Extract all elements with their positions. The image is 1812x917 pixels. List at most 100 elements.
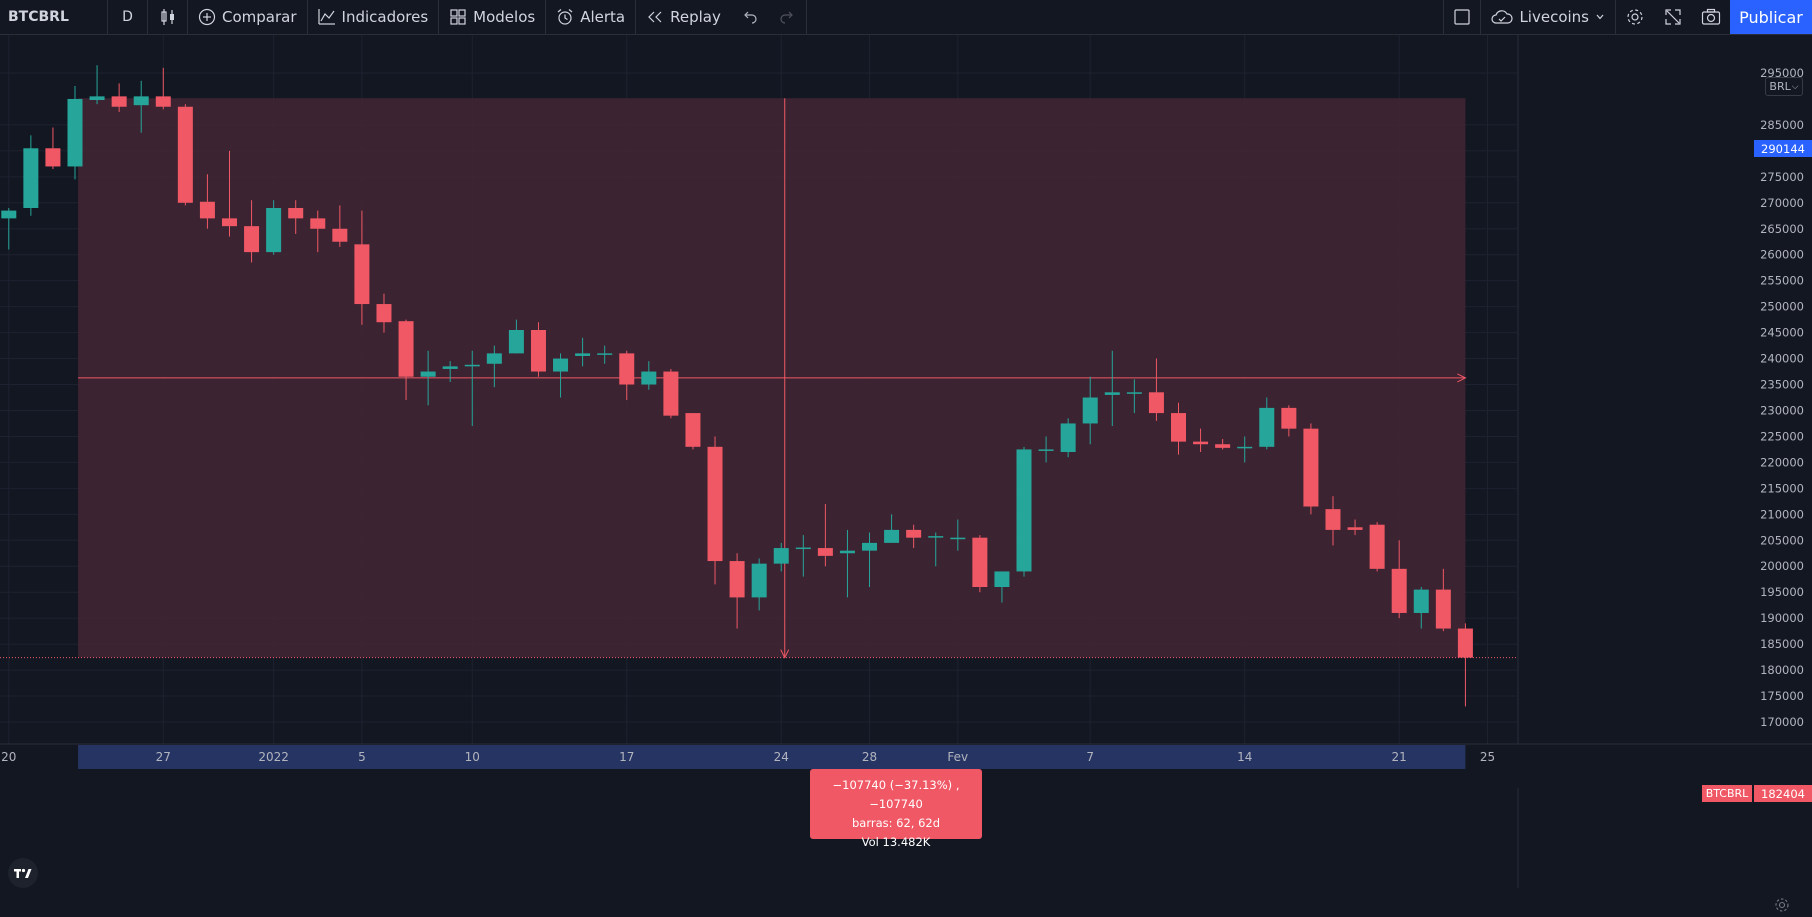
- replay-button[interactable]: Replay: [636, 0, 731, 34]
- undo-icon: [742, 9, 758, 25]
- candle-body: [442, 366, 458, 369]
- interval-label: D: [122, 9, 133, 25]
- candle-body: [1391, 568, 1407, 613]
- price-tick-label: 170000: [1760, 715, 1804, 729]
- candles: [1, 65, 1473, 707]
- symbol-badge: BTCBRL: [1702, 785, 1752, 802]
- candle-body: [1259, 407, 1275, 447]
- candle-body: [1457, 628, 1473, 658]
- candle-body: [1104, 392, 1120, 395]
- price-tick-label: 295000: [1760, 66, 1804, 80]
- indicators-label: Indicadores: [341, 8, 429, 26]
- templates-label: Modelos: [473, 8, 536, 26]
- alarm-clock-icon: [556, 8, 574, 26]
- last-price-badge: 182404: [1754, 785, 1812, 802]
- candle-body: [906, 529, 922, 538]
- redo-button[interactable]: [769, 0, 807, 34]
- currency-selector[interactable]: BRL ⌵: [1765, 77, 1803, 96]
- candle-body: [398, 321, 414, 377]
- price-tick-label: 220000: [1760, 455, 1804, 469]
- date-tick-label: 25: [1480, 750, 1495, 764]
- candle-body: [288, 207, 304, 219]
- candle-body: [420, 371, 436, 377]
- save-layout-button[interactable]: Livecoins: [1481, 0, 1616, 34]
- plus-circle-icon: [198, 8, 216, 26]
- fullscreen-button[interactable]: [1654, 0, 1692, 34]
- templates-button[interactable]: Modelos: [439, 0, 547, 34]
- symbol-label: BTCBRL: [8, 9, 69, 25]
- price-chart[interactable]: 2950002850002800002750002700002650002600…: [0, 35, 1812, 888]
- indicators-icon: [317, 8, 336, 26]
- layout-button[interactable]: [1443, 0, 1482, 34]
- price-tick-label: 245000: [1760, 326, 1804, 340]
- measure-bars-text: barras: 62, 62d: [851, 816, 941, 830]
- price-tick-label: 275000: [1760, 170, 1804, 184]
- candle-body: [1435, 589, 1451, 629]
- candle-body: [553, 358, 569, 372]
- candle-body: [1303, 428, 1319, 507]
- tradingview-logo-icon: [14, 868, 32, 878]
- highlight-price-badge: 290144: [1754, 140, 1812, 157]
- candle-body: [376, 304, 392, 323]
- candle-body: [45, 148, 61, 167]
- date-tick-label: 28: [862, 750, 877, 764]
- chart-area[interactable]: 2950002850002800002750002700002650002600…: [0, 35, 1812, 912]
- tradingview-logo[interactable]: [8, 858, 38, 888]
- candle-body: [619, 353, 635, 385]
- indicators-button[interactable]: Indicadores: [308, 0, 440, 34]
- expand-icon: [1664, 8, 1682, 26]
- compare-button[interactable]: Comparar: [188, 0, 308, 34]
- price-tick-label: 200000: [1760, 559, 1804, 573]
- candle-body: [1171, 413, 1186, 442]
- date-tick-label: Fev: [947, 750, 968, 764]
- price-tick-label: 215000: [1760, 481, 1804, 495]
- measure-arrow-down: [780, 649, 790, 659]
- price-tick-label: 210000: [1760, 507, 1804, 521]
- square-icon: [1453, 8, 1471, 26]
- candle-body: [244, 226, 260, 253]
- candle-body: [839, 550, 855, 554]
- price-tick-label: 285000: [1760, 118, 1804, 132]
- price-tick-label: 270000: [1760, 196, 1804, 210]
- symbol-search-button[interactable]: BTCBRL: [0, 0, 108, 34]
- interval-button[interactable]: D: [108, 0, 148, 34]
- candle-body: [1237, 446, 1253, 449]
- candle-body: [530, 330, 546, 372]
- candle-body: [486, 353, 502, 364]
- candle-body: [155, 96, 171, 107]
- date-tick-label: 10: [465, 750, 480, 764]
- price-tick-label: 260000: [1760, 248, 1804, 262]
- candle-body: [641, 371, 657, 385]
- account-label: Livecoins: [1519, 8, 1589, 26]
- time-range-highlight: [78, 745, 1466, 769]
- price-range-measurement[interactable]: [78, 98, 1467, 659]
- measure-change-text: −107740 (−37.13%) , −107740: [832, 778, 960, 811]
- candle-body: [773, 548, 789, 564]
- alert-button[interactable]: Alerta: [546, 0, 637, 34]
- date-tick-label: 2022: [258, 750, 289, 764]
- candle-body: [310, 218, 326, 229]
- candle-body: [133, 96, 149, 106]
- settings-button[interactable]: [1616, 0, 1654, 34]
- gear-icon: [1625, 7, 1645, 27]
- candle-body: [1281, 407, 1297, 429]
- candle-body: [663, 371, 679, 416]
- candle-body: [332, 228, 348, 242]
- gear-icon: [1775, 898, 1789, 912]
- candle-body: [1193, 441, 1209, 445]
- publish-button[interactable]: Publicar: [1730, 0, 1812, 34]
- chart-style-button[interactable]: [148, 0, 188, 34]
- price-tick-label: 255000: [1760, 274, 1804, 288]
- price-tick-label: 195000: [1760, 585, 1804, 599]
- snapshot-button[interactable]: [1692, 0, 1730, 34]
- candle-body: [994, 571, 1010, 588]
- candle-body: [221, 218, 237, 227]
- candle-body: [89, 96, 105, 100]
- axis-settings-button[interactable]: [1770, 893, 1794, 917]
- undo-button[interactable]: [731, 0, 769, 34]
- rewind-icon: [646, 8, 664, 26]
- price-tick-label: 250000: [1760, 300, 1804, 314]
- measure-arrow-right: [1457, 373, 1467, 383]
- redo-icon: [779, 9, 795, 25]
- candles-icon: [159, 8, 177, 26]
